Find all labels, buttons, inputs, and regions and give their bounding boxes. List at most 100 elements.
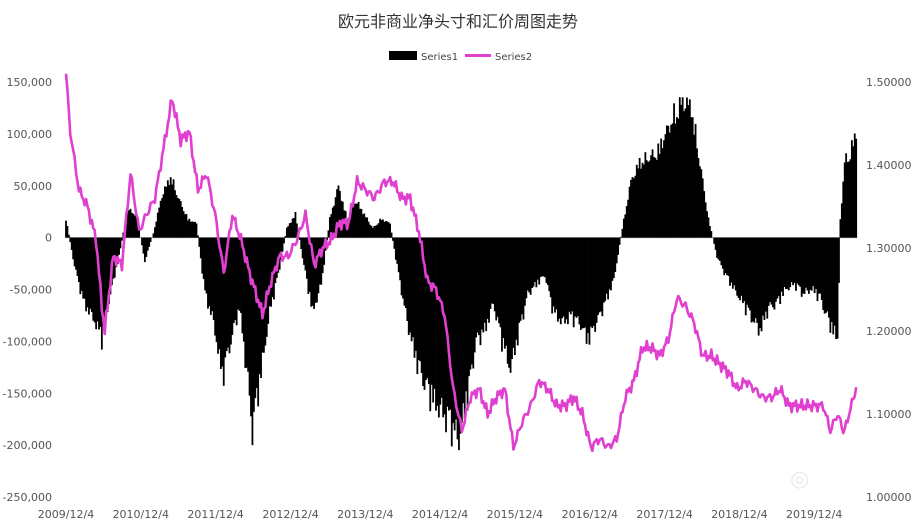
series1-bar [227,237,229,348]
series1-bar [162,194,165,238]
series1-bar [519,237,522,321]
series1-bar [667,125,670,238]
series1-bar [816,237,819,302]
series1-bar [363,213,366,238]
series1-bar [308,237,311,292]
series1-bar [304,237,307,271]
series1-bar [526,237,529,291]
x-tick-label: 2010/12/4 [113,508,169,521]
series1-bar [482,237,485,333]
series1-bar [749,237,751,311]
series1-bar [625,206,628,238]
series1-bar [217,237,219,354]
series1-bar [241,237,244,334]
series1-bar [245,237,248,368]
series1-bar [404,237,407,309]
y-left-tick-label: -50,000 [10,284,52,297]
series1-bar [250,237,252,417]
series1-bar [522,237,525,320]
series1-bar [103,237,106,321]
series1-bar [730,237,733,283]
series1-bar [807,237,810,294]
series1-bar [585,237,588,344]
series1-bar [582,237,585,329]
series1-bar [680,104,683,238]
series1-bar [432,237,435,403]
series1-bar [773,237,776,310]
series1-bar [509,237,512,373]
series1-bar [658,153,661,238]
series1-bar [513,237,516,356]
series1-bar [142,237,145,254]
series1-bar [802,237,805,294]
series1-bar [174,190,176,238]
x-tick-label: 2012/12/4 [262,508,318,521]
series1-bar [559,237,562,325]
series1-bar [707,217,710,238]
series1-bar [528,237,531,293]
series1-bar [833,237,836,326]
series1-bar [402,237,404,299]
series1-bar [589,237,592,327]
series1-bar [280,237,283,260]
series1-bar [357,201,360,238]
series1-bar [845,153,848,238]
series1-bar [812,237,815,286]
series1-bar [377,223,380,238]
series1-bar [154,227,156,238]
series1-bar [853,133,856,238]
series1-bar [673,103,675,238]
series1-bar [548,237,551,292]
series1-bar [400,237,403,296]
series1-bar [551,237,554,314]
series1-bar [703,191,706,238]
series1-bar [440,237,443,398]
series1-bar [207,237,209,309]
series1-bar [426,237,429,379]
series1-bar [577,237,579,317]
series1-bar [409,237,412,333]
series1-bar [85,237,87,312]
series1-bar [356,203,359,238]
series1-bar [257,237,260,407]
series1-bar [556,237,559,322]
series1-bar [762,237,764,316]
series1-bar [677,118,680,238]
series1-bar [455,237,457,420]
series1-bar [300,237,303,250]
series1-bar [311,237,314,306]
series1-bar [79,237,82,295]
series1-bar [403,237,406,306]
series1-bar [442,237,445,418]
series1-bar [254,237,257,399]
series1-bar [838,237,840,283]
series1-bar [734,237,737,291]
series1-bar [445,237,447,433]
series1-bar [488,237,490,323]
series1-bar [502,237,505,339]
series1-bar [569,237,572,315]
series1-bar [390,232,393,238]
series1-bar [188,218,191,238]
series1-bar [261,237,264,353]
series1-bar [430,237,433,385]
series1-bar [597,237,599,315]
series1-bar [852,146,855,238]
series1-bar [770,237,773,305]
series1-bar [684,108,687,238]
series1-bar [823,237,826,314]
series1-bar [531,237,533,288]
series1-bar [541,237,544,277]
series1-bar [645,160,648,238]
series1-bar [439,237,442,405]
series1-bar [552,237,555,307]
legend-label-series2: Series2 [495,52,532,63]
series1-bar [121,237,123,241]
series1-bar [848,161,850,238]
series1-bar [136,222,139,238]
series1-bar [726,237,729,276]
series1-bar [743,237,746,302]
series1-bar [371,228,374,238]
series1-bar [737,237,740,298]
series1-bar [729,237,731,286]
